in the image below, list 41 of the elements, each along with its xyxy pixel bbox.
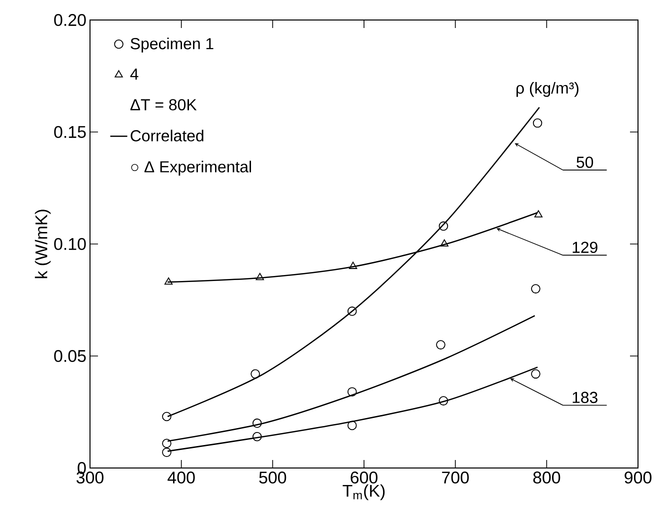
x-tick-label: 600 (350, 472, 378, 484)
annotation: ρ (kg/m³) (516, 82, 578, 97)
y-tick-label: 0.10 (54, 238, 86, 250)
y-tick-label: 0.05 (54, 350, 86, 362)
annotation: ○ Δ Experimental (131, 160, 251, 176)
point (252, 432, 262, 442)
point (438, 396, 448, 406)
point (162, 412, 172, 422)
x-tick-label: 900 (624, 472, 652, 484)
x-tick-label: 800 (533, 472, 560, 484)
point (532, 118, 542, 128)
annotation: 50 (576, 156, 594, 168)
annotation: 183 (572, 392, 598, 404)
point (347, 306, 357, 316)
x-tick-label: 400 (168, 472, 195, 484)
point (162, 438, 172, 448)
point (440, 239, 448, 247)
y-tick-label: 0.20 (54, 14, 86, 26)
annotation: 129 (572, 242, 598, 253)
point (256, 272, 264, 280)
point (347, 420, 357, 430)
point (436, 340, 446, 350)
point (438, 221, 448, 231)
x-tick-label: 500 (259, 472, 286, 484)
point (252, 418, 262, 428)
y-tick-label: 0.15 (54, 126, 86, 138)
point (164, 277, 173, 285)
point (531, 369, 540, 379)
point (347, 387, 357, 396)
point (250, 369, 260, 379)
x-tick-label: 700 (442, 472, 469, 484)
x-tick-label: 300 (76, 472, 104, 484)
legend-label: Correlated (130, 130, 204, 142)
y-axis-title: k (W/mK) (34, 210, 51, 278)
point (348, 262, 358, 269)
annotation: ΔT = 80K (130, 99, 197, 110)
point (531, 284, 540, 294)
x-axis-title: T$_{m}$(K) (342, 484, 385, 500)
point (162, 448, 172, 457)
legend-label: 4 (130, 68, 138, 80)
legend-label: Specimen 1 (130, 38, 214, 52)
